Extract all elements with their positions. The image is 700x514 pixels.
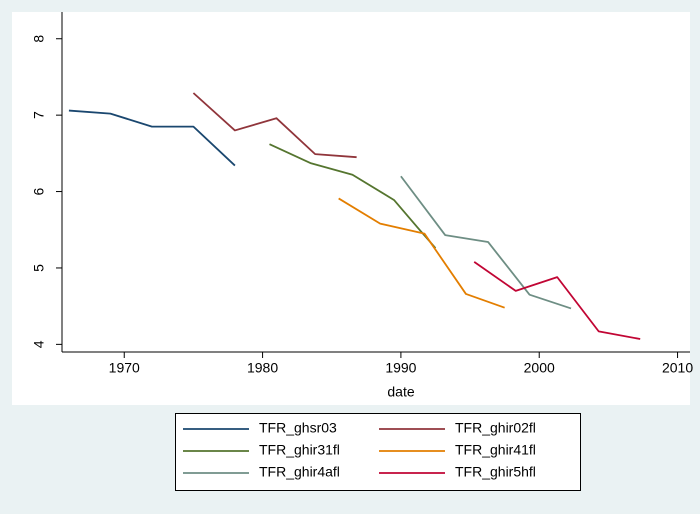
legend-label: TFR_ghir41fl [455,442,536,458]
series-line [68,109,236,167]
legend-label: TFR_ghir5hfl [455,464,536,480]
y-tick-label: 7 [31,111,47,119]
x-tick-label: 1970 [109,360,140,376]
series-line [192,92,357,159]
series-line [400,175,572,310]
legend-label: TFR_ghir31fl [259,442,340,458]
x-tick-label: 2010 [662,360,693,376]
series-line [473,261,641,340]
x-tick-label: 1980 [247,360,278,376]
y-tick-label: 5 [31,264,47,272]
x-axis-label: date [387,384,414,400]
y-tick-label: 8 [31,35,47,43]
legend-label: TFR_ghsr03 [259,420,337,436]
y-tick-label: 4 [31,340,47,348]
plot-region [12,12,690,405]
series-line [269,143,437,249]
x-tick-label: 1990 [385,360,416,376]
y-tick-label: 6 [31,187,47,195]
series-line [338,197,505,309]
legend-box [175,413,581,491]
x-tick-label: 2000 [524,360,555,376]
legend-label: TFR_ghir02fl [455,420,536,436]
legend-label: TFR_ghir4afl [259,464,340,480]
